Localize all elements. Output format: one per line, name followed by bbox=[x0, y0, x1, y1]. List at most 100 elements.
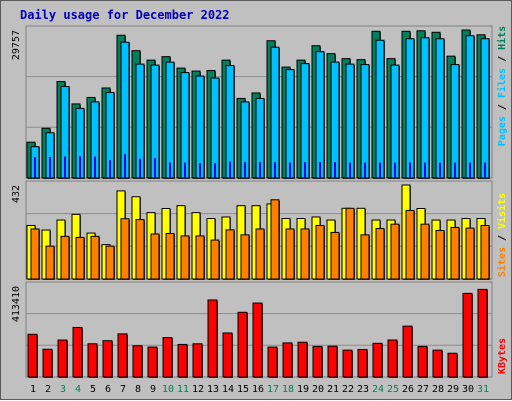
pages-bar-day-9 bbox=[154, 158, 156, 178]
day-label-17: 17 bbox=[267, 384, 279, 395]
files-bar-day-29 bbox=[450, 64, 460, 179]
pages-bar-day-28 bbox=[439, 162, 441, 178]
kbytes-bar-day-27 bbox=[417, 345, 428, 378]
sites-bar-day-17 bbox=[270, 199, 280, 280]
files-bar-day-31 bbox=[480, 38, 490, 180]
sites-bar-day-13 bbox=[210, 239, 220, 280]
day-label-9: 9 bbox=[150, 384, 156, 395]
files-bar-day-22 bbox=[345, 63, 355, 179]
pages-bar-day-31 bbox=[484, 162, 486, 178]
pages-bar-day-25 bbox=[394, 162, 396, 178]
kbytes-bar-day-9 bbox=[147, 346, 158, 378]
day-label-16: 16 bbox=[252, 384, 264, 395]
pages-bar-day-19 bbox=[304, 162, 306, 178]
day-label-4: 4 bbox=[75, 384, 81, 395]
files-bar-day-10 bbox=[165, 61, 175, 179]
sites-bar-day-11 bbox=[180, 235, 190, 280]
y-max-label-2: 432 bbox=[11, 185, 22, 203]
pages-bar-day-26 bbox=[409, 162, 411, 178]
day-label-13: 13 bbox=[207, 384, 219, 395]
day-label-30: 30 bbox=[462, 384, 474, 395]
sites-bar-day-28 bbox=[435, 229, 445, 280]
files-bar-day-19 bbox=[300, 63, 310, 179]
kbytes-bar-day-21 bbox=[327, 345, 338, 378]
files-bar-day-26 bbox=[405, 38, 415, 180]
day-label-2: 2 bbox=[45, 384, 51, 395]
pages-bar-day-5 bbox=[94, 156, 96, 178]
day-label-3: 3 bbox=[60, 384, 66, 395]
day-label-11: 11 bbox=[177, 384, 189, 395]
sites-bar-day-30 bbox=[465, 227, 475, 280]
kbytes-bar-day-6 bbox=[102, 340, 113, 378]
sites-bar-day-20 bbox=[315, 224, 325, 280]
day-label-6: 6 bbox=[105, 384, 111, 395]
kbytes-bar-day-20 bbox=[312, 345, 323, 378]
kbytes-bar-day-10 bbox=[162, 337, 173, 378]
day-label-24: 24 bbox=[372, 384, 384, 395]
sites-bar-day-14 bbox=[225, 229, 235, 280]
kbytes-bar-day-18 bbox=[282, 342, 293, 378]
day-label-18: 18 bbox=[282, 384, 294, 395]
pages-bar-day-14 bbox=[229, 161, 231, 178]
y-max-label-1: 29757 bbox=[11, 30, 22, 60]
pages-bar-day-6 bbox=[109, 160, 111, 178]
pages-bar-day-7 bbox=[124, 154, 126, 178]
kbytes-bar-day-29 bbox=[447, 352, 458, 378]
pages-bar-day-23 bbox=[364, 162, 366, 178]
kbytes-bar-day-13 bbox=[207, 299, 218, 378]
day-label-27: 27 bbox=[417, 384, 429, 395]
sites-bar-day-24 bbox=[375, 228, 385, 280]
files-bar-day-25 bbox=[390, 64, 400, 179]
day-label-26: 26 bbox=[402, 384, 414, 395]
kbytes-bar-day-3 bbox=[57, 339, 68, 378]
day-label-31: 31 bbox=[477, 384, 489, 395]
files-bar-day-20 bbox=[315, 51, 325, 179]
pages-bar-day-1 bbox=[34, 157, 36, 178]
pages-bar-day-21 bbox=[334, 162, 336, 178]
kbytes-bar-day-2 bbox=[42, 348, 53, 378]
kbytes-bar-day-26 bbox=[402, 325, 413, 378]
kbytes-bar-day-11 bbox=[177, 343, 188, 378]
kbytes-bar-day-23 bbox=[357, 348, 368, 378]
sites-bar-day-23 bbox=[360, 234, 370, 280]
kbytes-bar-day-14 bbox=[222, 332, 233, 378]
kbytes-bar-day-4 bbox=[72, 326, 83, 378]
day-label-1: 1 bbox=[30, 384, 36, 395]
day-label-12: 12 bbox=[192, 384, 204, 395]
pages-bar-day-3 bbox=[64, 156, 66, 178]
pages-bar-day-24 bbox=[379, 162, 381, 178]
kbytes-bar-day-31 bbox=[477, 288, 488, 378]
kbytes-bar-day-5 bbox=[87, 343, 98, 378]
sites-bar-day-1 bbox=[30, 228, 40, 280]
day-label-22: 22 bbox=[342, 384, 354, 395]
side-label-kbytes: KBytes bbox=[497, 338, 508, 374]
pages-bar-day-15 bbox=[244, 162, 246, 178]
sites-bar-day-19 bbox=[300, 228, 310, 280]
y-max-label-3: 413410 bbox=[11, 286, 22, 322]
pages-bar-day-20 bbox=[319, 162, 321, 178]
files-bar-day-30 bbox=[465, 35, 475, 179]
side-label-pages-files-hits: Pages / Files / Hits bbox=[496, 26, 508, 146]
pages-bar-day-8 bbox=[139, 158, 141, 178]
pages-bar-day-18 bbox=[289, 162, 291, 178]
side-label-sites-visits: Sites / Visits bbox=[496, 193, 508, 277]
kbytes-bar-day-17 bbox=[267, 346, 278, 378]
chart-title: Daily usage for December 2022 bbox=[20, 8, 230, 22]
kbytes-bar-day-12 bbox=[192, 343, 203, 378]
day-label-25: 25 bbox=[387, 384, 399, 395]
kbytes-bar-day-15 bbox=[237, 311, 248, 378]
day-label-29: 29 bbox=[447, 384, 459, 395]
sites-bar-day-8 bbox=[135, 219, 145, 280]
day-label-5: 5 bbox=[90, 384, 96, 395]
sites-bar-day-27 bbox=[420, 223, 430, 280]
pages-bar-day-2 bbox=[49, 157, 51, 178]
kbytes-bar-day-7 bbox=[117, 333, 128, 378]
sites-bar-day-5 bbox=[90, 235, 100, 280]
sites-bar-day-18 bbox=[285, 228, 295, 280]
sites-bar-day-21 bbox=[330, 231, 340, 280]
kbytes-bar-day-24 bbox=[372, 342, 383, 378]
day-label-8: 8 bbox=[135, 384, 141, 395]
files-bar-day-24 bbox=[375, 39, 385, 179]
pages-bar-day-16 bbox=[259, 162, 261, 178]
day-label-10: 10 bbox=[162, 384, 174, 395]
